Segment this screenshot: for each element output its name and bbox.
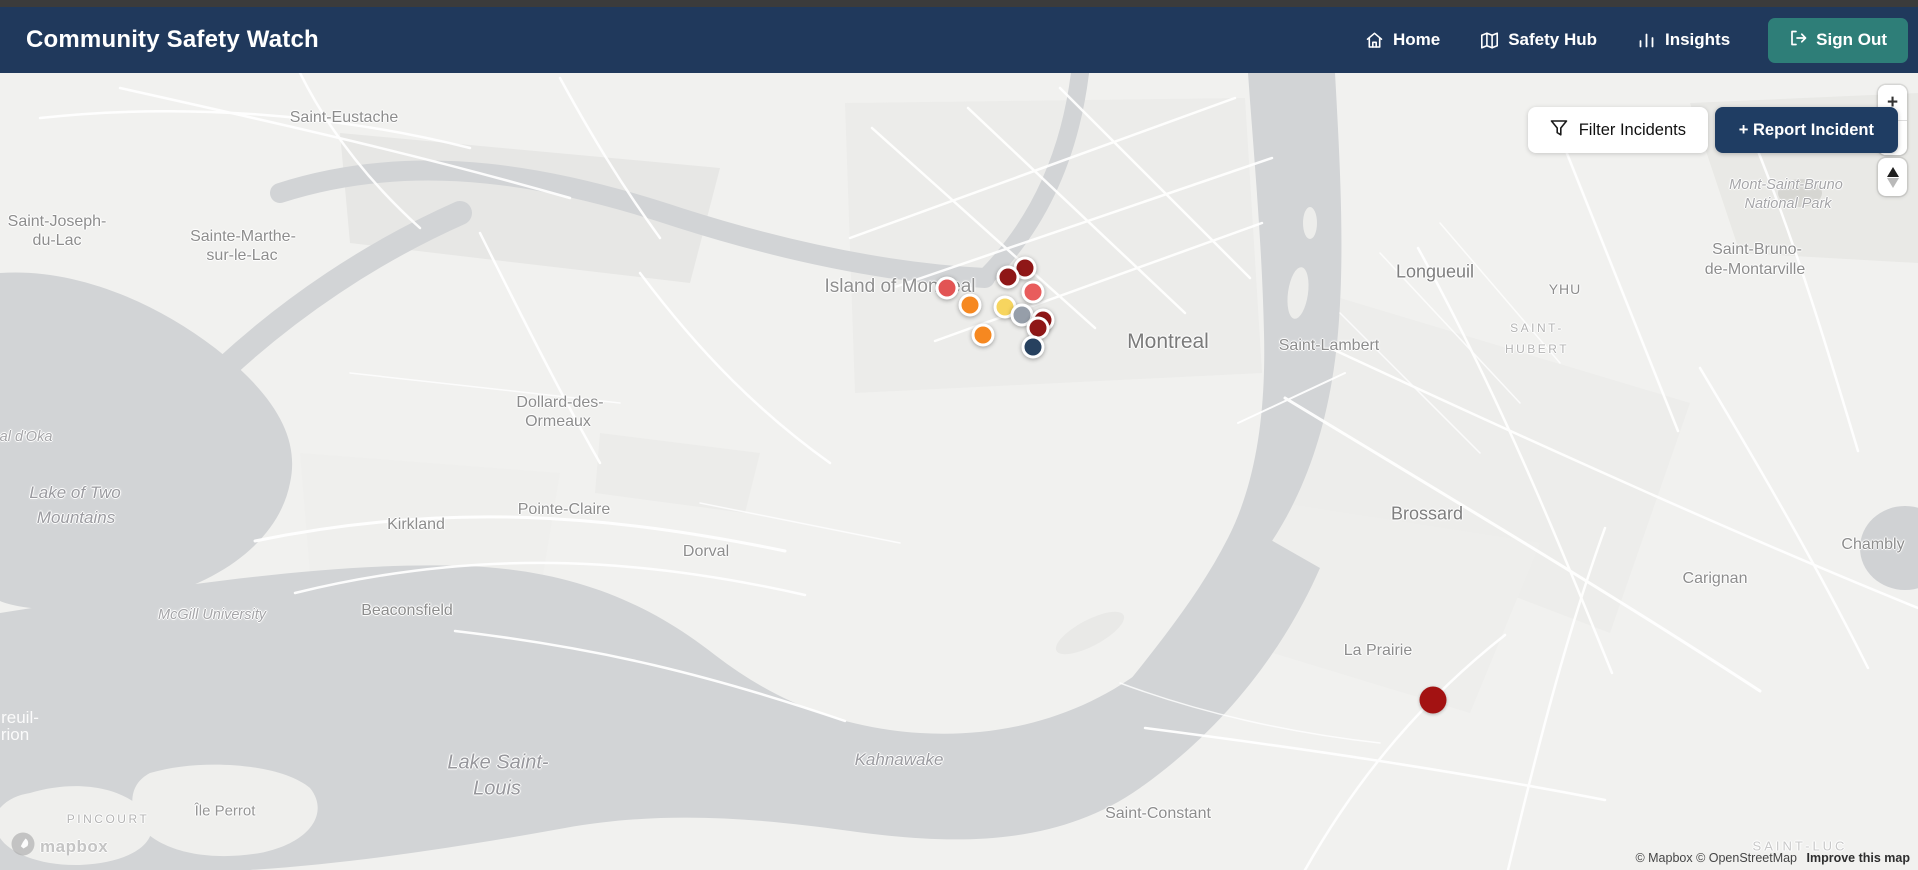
map-attribution: © Mapbox © OpenStreetMap Improve this ma… <box>1635 851 1910 865</box>
map-label: Saint-Bruno- <box>1712 241 1802 258</box>
map-label: Île Perrot <box>194 802 256 820</box>
map-label: Mountains <box>36 508 116 527</box>
mapbox-logo[interactable]: mapbox <box>10 831 108 862</box>
map-label: rion <box>0 725 30 744</box>
filter-incidents-button[interactable]: Filter Incidents <box>1527 107 1708 153</box>
map-label: Beaconsfield <box>361 602 453 619</box>
map-label: Lake Saint- <box>447 751 549 774</box>
incident-marker[interactable] <box>996 265 1020 289</box>
app-header: Community Safety Watch Home Safety Hub I… <box>0 7 1918 73</box>
app-title: Community Safety Watch <box>26 26 319 53</box>
map-label: de-Montarville <box>1704 261 1806 278</box>
map-label-layer: Saint-Eustache Saint-Joseph-du-Lac Sainte-… <box>0 73 1918 870</box>
filter-funnel-icon <box>1550 119 1568 142</box>
map-label: Kahnawake <box>854 750 944 769</box>
map-label: SAINT- <box>1510 321 1564 335</box>
map-label: National Park <box>1744 196 1832 212</box>
nav-label: Insights <box>1665 30 1731 49</box>
mapbox-logo-text: mapbox <box>40 836 109 856</box>
map-label: SAINT-LUC <box>1752 838 1848 854</box>
map-label: Lake of Two <box>29 483 121 502</box>
attribution-text: © Mapbox © OpenStreetMap <box>1635 851 1798 865</box>
map-label: Ormeaux <box>525 413 591 430</box>
incident-marker[interactable] <box>1021 280 1045 304</box>
map-label: Chambly <box>1841 536 1905 553</box>
map-label: Mont-Saint-Bruno <box>1729 177 1843 193</box>
incident-marker[interactable] <box>958 293 982 317</box>
map-canvas <box>0 73 1918 870</box>
bar-chart-icon <box>1637 31 1656 50</box>
map-label: nal d'Oka <box>0 429 53 445</box>
map-label: Kirkland <box>387 516 445 533</box>
window-top-strip <box>0 0 1918 7</box>
map-label: PINCOURT <box>66 812 150 826</box>
nav-item-home[interactable]: Home <box>1365 30 1440 50</box>
map-label: Longueuil <box>1395 261 1475 282</box>
map-label: McGill University <box>158 607 266 623</box>
map-label: Pointe-Claire <box>517 501 611 518</box>
home-icon <box>1365 31 1384 50</box>
map-label: Saint-Eustache <box>289 109 399 126</box>
map-label: Montreal <box>1127 330 1209 353</box>
nav-item-safety-hub[interactable]: Safety Hub <box>1480 30 1597 50</box>
sign-out-button[interactable]: Sign Out <box>1768 17 1908 63</box>
compass-control[interactable] <box>1878 158 1907 196</box>
filter-label: Filter Incidents <box>1578 120 1686 139</box>
map-label: Sainte-Marthe- <box>190 228 296 245</box>
map-label: Dollard-des- <box>516 394 604 411</box>
nav-label: Safety Hub <box>1508 30 1597 49</box>
map-label: Saint-Joseph- <box>7 213 107 230</box>
compass-south-icon <box>1886 177 1899 188</box>
compass-north-icon <box>1886 166 1899 177</box>
map-label: sur-le-Lac <box>206 247 278 264</box>
nav-label: Home <box>1392 30 1441 49</box>
map-label: du-Lac <box>32 232 82 249</box>
incident-marker[interactable] <box>971 323 995 347</box>
map-label: Louis <box>473 777 521 800</box>
incident-marker[interactable] <box>1419 686 1447 714</box>
map-label: Saint-Lambert <box>1278 337 1380 354</box>
improve-map-link[interactable]: Improve this map <box>1806 851 1911 865</box>
nav-item-insights[interactable]: Insights <box>1637 30 1730 50</box>
incident-marker[interactable] <box>935 276 959 300</box>
mapbox-pin-icon <box>10 831 36 862</box>
map-label: Carignan <box>1682 570 1748 587</box>
map-label: Dorval <box>682 543 730 560</box>
map-label: reuil- <box>1 708 39 727</box>
map-label: YHU <box>1548 281 1582 297</box>
incident-marker-layer <box>0 73 1918 870</box>
map-label: HUBERT <box>1504 342 1570 356</box>
map-icon <box>1480 31 1499 50</box>
map-label: La Prairie <box>1343 642 1413 659</box>
incident-marker[interactable] <box>1021 335 1045 359</box>
map-label: Saint-Constant <box>1105 805 1211 822</box>
report-incident-button[interactable]: + Report Incident <box>1714 107 1898 153</box>
logout-icon <box>1789 29 1807 52</box>
map-label: Brossard <box>1390 503 1464 524</box>
sign-out-label: Sign Out <box>1816 30 1887 49</box>
main-nav: Home Safety Hub Insights Sign Out <box>1365 17 1908 63</box>
map[interactable]: Saint-Eustache Saint-Joseph-du-Lac Sainte-… <box>0 73 1918 870</box>
